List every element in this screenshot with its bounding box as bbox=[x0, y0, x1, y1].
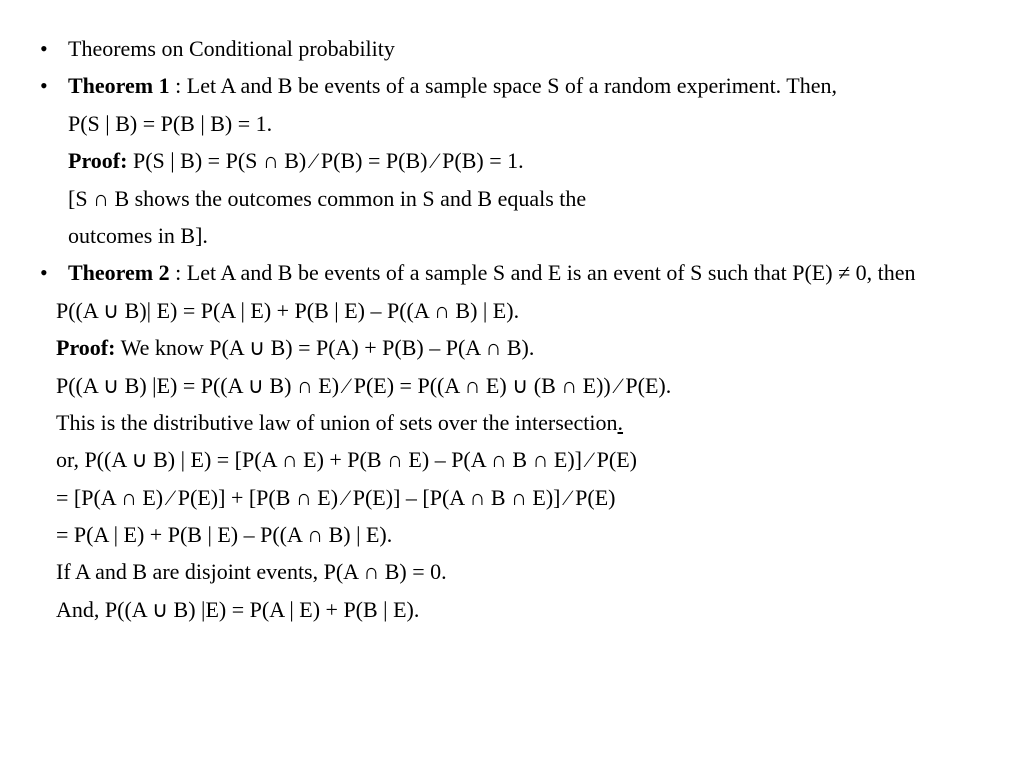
text: [S ∩ B shows the outcomes common in S an… bbox=[68, 186, 586, 211]
theorem2-label: Theorem 2 bbox=[68, 260, 170, 285]
line-eq1: P(S | B) = P(B | B) = 1. bbox=[40, 105, 984, 142]
line-theorem1: Theorem 1 : Let A and B be events of a s… bbox=[40, 67, 984, 104]
line-note1: [S ∩ B shows the outcomes common in S an… bbox=[40, 180, 984, 217]
text: If A and B are disjoint events, P(A ∩ B)… bbox=[56, 559, 447, 584]
text: And, P((A ∪ B) |E) = P(A | E) + P(B | E)… bbox=[56, 597, 419, 622]
proof1-text: P(S | B) = P(S ∩ B) ∕ P(B) = P(B) ∕ P(B)… bbox=[127, 148, 523, 173]
text: Theorems on Conditional probability bbox=[68, 36, 395, 61]
line-eq4: or, P((A ∪ B) | E) = [P(A ∩ E) + P(B ∩ E… bbox=[56, 441, 984, 478]
line-eq5: = [P(A ∩ E) ∕ P(E)] + [P(B ∩ E) ∕ P(E)] … bbox=[56, 479, 984, 516]
proof2-label: Proof: bbox=[56, 335, 115, 360]
line-theorem2: Theorem 2 : Let A and B be events of a s… bbox=[40, 254, 984, 291]
text: = P(A | E) + P(B | E) – P((A ∩ B) | E). bbox=[56, 522, 392, 547]
line-proof1: Proof: P(S | B) = P(S ∩ B) ∕ P(B) = P(B)… bbox=[40, 142, 984, 179]
theorem1-label: Theorem 1 bbox=[68, 73, 170, 98]
line-disjoint: If A and B are disjoint events, P(A ∩ B)… bbox=[56, 553, 984, 590]
text: P((A ∪ B) |E) = P((A ∪ B) ∩ E) ∕ P(E) = … bbox=[56, 373, 671, 398]
line-note2: outcomes in B]. bbox=[40, 217, 984, 254]
line-final: And, P((A ∪ B) |E) = P(A | E) + P(B | E)… bbox=[56, 591, 984, 628]
line-proof2: Proof: We know P(A ∪ B) = P(A) + P(B) – … bbox=[56, 329, 984, 366]
line-distributive: This is the distributive law of union of… bbox=[56, 404, 984, 441]
line-eq6: = P(A | E) + P(B | E) – P((A ∩ B) | E). bbox=[56, 516, 984, 553]
content-list: Theorems on Conditional probability Theo… bbox=[40, 30, 984, 292]
text: P((A ∪ B)| E) = P(A | E) + P(B | E) – P(… bbox=[56, 298, 519, 323]
text: P(S | B) = P(B | B) = 1. bbox=[68, 111, 272, 136]
proof1-label: Proof: bbox=[68, 148, 127, 173]
line-title: Theorems on Conditional probability bbox=[40, 30, 984, 67]
line-eq2: P((A ∪ B)| E) = P(A | E) + P(B | E) – P(… bbox=[56, 292, 984, 329]
theorem1-text: : Let A and B be events of a sample spac… bbox=[170, 73, 837, 98]
text-underline: This is the distributive law of union of… bbox=[56, 410, 618, 435]
text: or, P((A ∪ B) | E) = [P(A ∩ E) + P(B ∩ E… bbox=[56, 447, 637, 472]
proof2-text: We know P(A ∪ B) = P(A) + P(B) – P(A ∩ B… bbox=[115, 335, 534, 360]
continuation-block: P((A ∪ B)| E) = P(A | E) + P(B | E) – P(… bbox=[40, 292, 984, 629]
theorem2-text: : Let A and B be events of a sample S an… bbox=[170, 260, 916, 285]
text: = [P(A ∩ E) ∕ P(E)] + [P(B ∩ E) ∕ P(E)] … bbox=[56, 485, 616, 510]
line-eq3: P((A ∪ B) |E) = P((A ∪ B) ∩ E) ∕ P(E) = … bbox=[56, 367, 984, 404]
period: . bbox=[618, 410, 624, 435]
text: outcomes in B]. bbox=[68, 223, 208, 248]
